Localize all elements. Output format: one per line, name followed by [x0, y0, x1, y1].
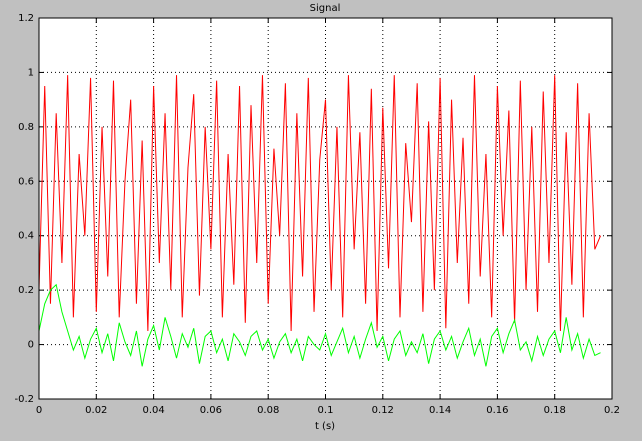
- x-tick-label: 0.08: [257, 405, 279, 416]
- x-tick-label: 0.12: [372, 405, 394, 416]
- x-axis-label: t (s): [315, 421, 335, 432]
- y-tick-label: 1.2: [18, 13, 34, 24]
- x-tick-label: 0.18: [544, 405, 566, 416]
- y-tick-label: 0.6: [18, 176, 34, 187]
- x-tick-label: 0.02: [85, 405, 107, 416]
- x-tick-label: 0.14: [429, 405, 451, 416]
- line-series: [38, 75, 602, 331]
- y-tick-label: 0.2: [18, 285, 34, 296]
- y-tick-label: 1: [28, 67, 34, 78]
- axes-box: [38, 17, 613, 400]
- chart-title: Signal: [310, 3, 341, 14]
- x-tick-label: 0: [36, 405, 42, 416]
- y-tick-label: 0.4: [18, 231, 34, 242]
- line-series: [38, 283, 601, 367]
- x-tick-label: 0.16: [486, 405, 508, 416]
- x-tick-label: 0.2: [604, 405, 620, 416]
- x-tick-label: 0.06: [200, 405, 222, 416]
- y-tick-label: 0.8: [18, 122, 34, 133]
- y-tick-label: -0.2: [14, 394, 34, 405]
- x-tick-label: 0.1: [318, 405, 334, 416]
- y-tick-label: 0: [28, 340, 34, 351]
- x-tick-label: 0.04: [142, 405, 164, 416]
